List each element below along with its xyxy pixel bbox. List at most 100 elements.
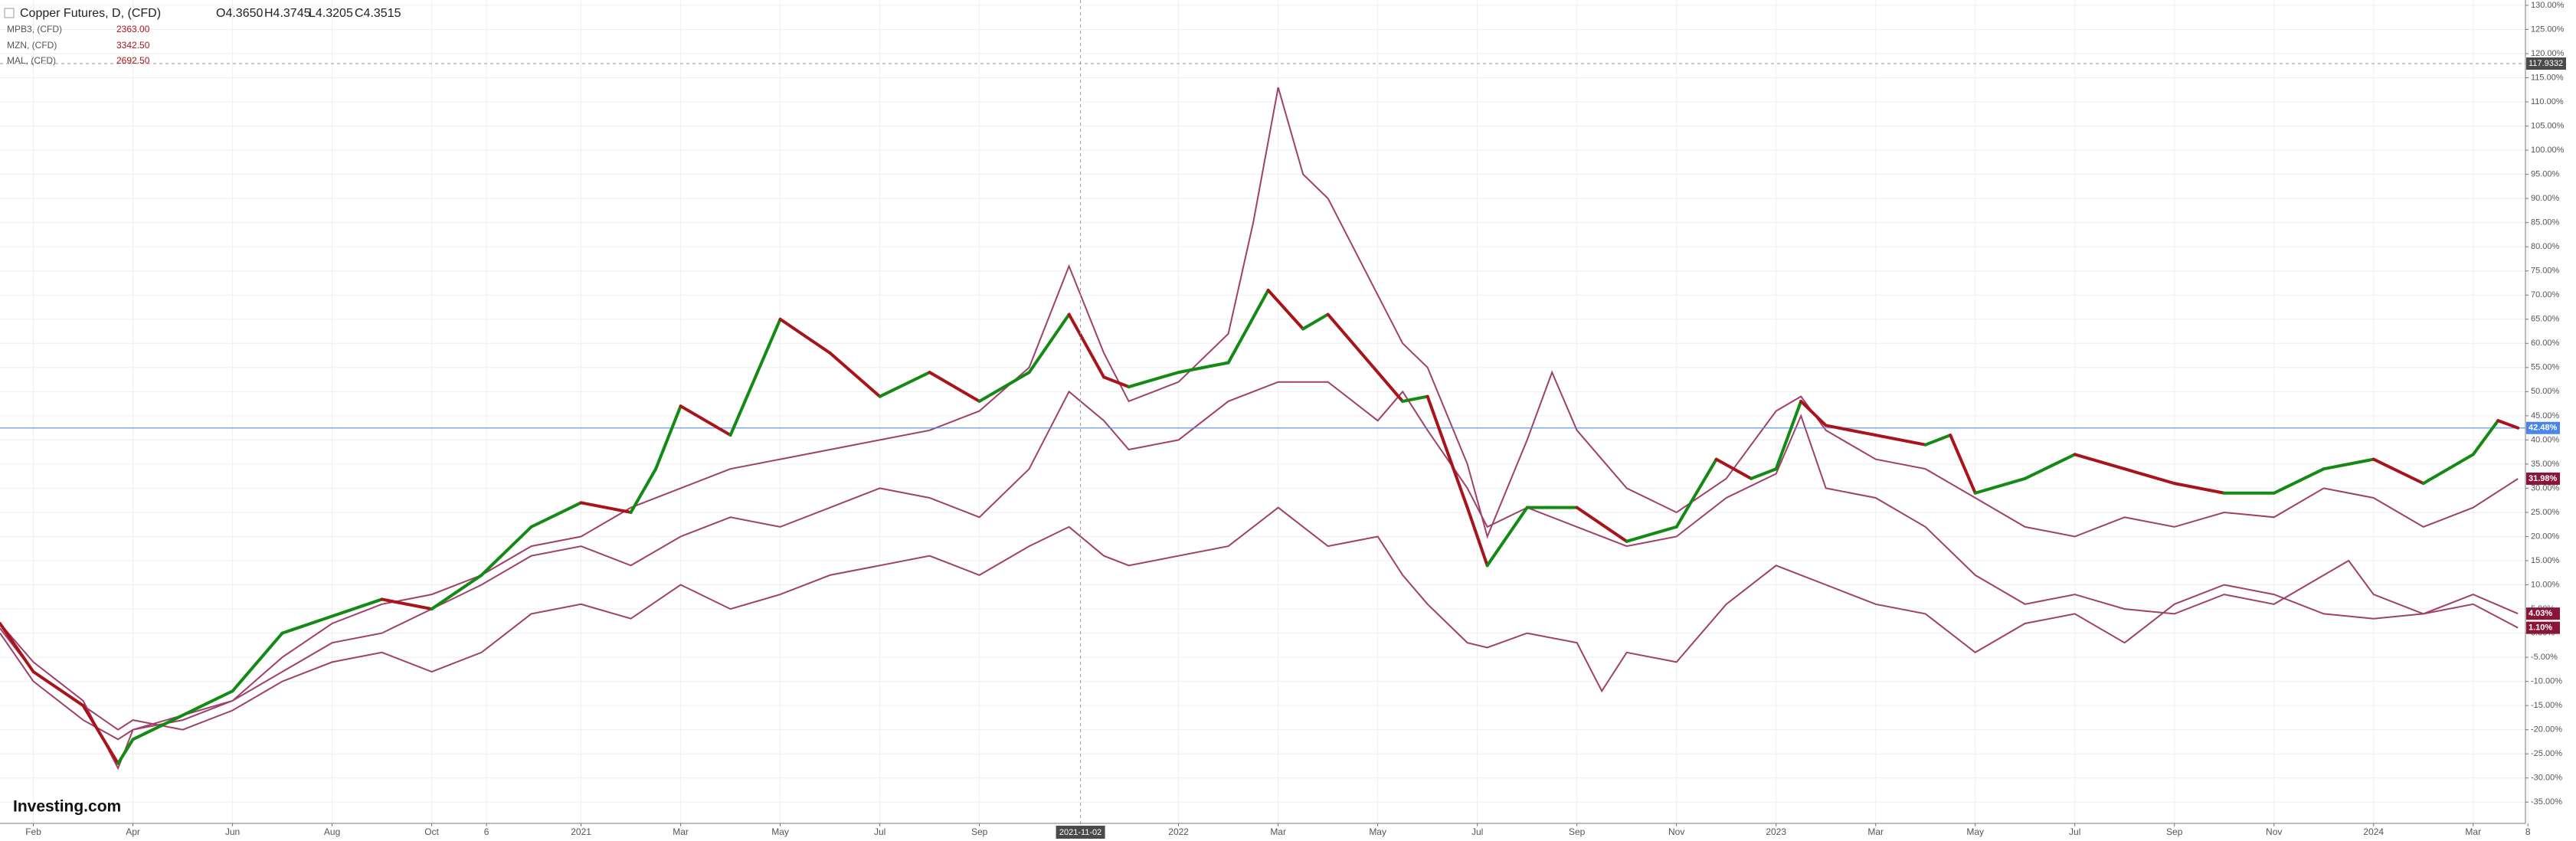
- price-segment: [1067, 313, 1106, 379]
- price-segment: [679, 404, 732, 437]
- price-segment: [2471, 419, 2500, 456]
- price-segment: [81, 704, 120, 765]
- value-badge-label: 31.98%: [2529, 474, 2558, 483]
- y-tick-label: -25.00%: [2531, 749, 2562, 758]
- y-tick-label: -5.00%: [2531, 653, 2558, 662]
- price-segment: [2322, 457, 2375, 471]
- price-segment: [231, 631, 284, 693]
- value-badge: [2526, 621, 2560, 634]
- price-segment: [2496, 419, 2520, 430]
- x-tick-label: Sep: [2166, 826, 2183, 837]
- y-tick-label: 105.00%: [2531, 121, 2565, 130]
- y-tick-label: 70.00%: [2531, 290, 2560, 299]
- open-label: O4.3650: [216, 7, 263, 20]
- y-tick-label: 85.00%: [2531, 218, 2560, 227]
- price-segment: [430, 573, 483, 611]
- legend: Copper Futures, D, (CFD) O4.3650 H4.3745…: [4, 7, 401, 66]
- value-badge: [2526, 607, 2560, 620]
- x-tick-label: 2024: [2363, 826, 2384, 837]
- price-segment: [380, 597, 434, 611]
- y-tick-label: 10.00%: [2531, 580, 2560, 589]
- close-label: C4.3515: [355, 7, 401, 20]
- x-tick-label: Sep: [971, 826, 988, 837]
- price-segment: [1674, 457, 1718, 528]
- price-segment: [1874, 434, 1927, 447]
- price-segment: [1774, 399, 1803, 471]
- price-segment: [1465, 506, 1489, 568]
- price-segment: [2123, 467, 2176, 486]
- legend-value: 2692.50: [116, 55, 150, 66]
- price-segment: [654, 404, 682, 471]
- price-segment: [0, 621, 35, 674]
- crosshair-y-badge: [2526, 57, 2566, 70]
- x-tick-label: Apr: [126, 826, 140, 837]
- x-tick-label: Jul: [874, 826, 885, 837]
- collapse-icon[interactable]: [4, 8, 15, 18]
- crosshair-x-badge: [1056, 826, 1105, 839]
- price-segment: [629, 467, 658, 514]
- x-tick-label: 2021: [571, 826, 591, 837]
- legend-entry: MPB3, (CFD): [7, 24, 62, 34]
- y-tick-label: 15.00%: [2531, 556, 2560, 565]
- price-segment: [1376, 371, 1405, 403]
- y-tick-label: 35.00%: [2531, 460, 2560, 469]
- price-segment: [1177, 361, 1230, 375]
- price-segment: [1750, 467, 1778, 480]
- crosshair-x-label: 2021-11-02: [1059, 828, 1101, 837]
- price-segment: [1266, 288, 1305, 331]
- x-tick-label: Mar: [673, 826, 689, 837]
- price-segment: [1127, 371, 1180, 389]
- y-tick-label: 120.00%: [2531, 49, 2565, 58]
- y-tick-label: 50.00%: [2531, 387, 2560, 396]
- x-tick-label: Jul: [1471, 826, 1483, 837]
- price-segment: [1714, 457, 1753, 480]
- price-segment: [1301, 313, 1330, 331]
- y-tick-label: 65.00%: [2531, 315, 2560, 324]
- price-segment: [330, 597, 384, 618]
- price-segment: [1326, 313, 1380, 375]
- x-tick-label: Mar: [2465, 826, 2481, 837]
- x-tick-label: May: [1369, 826, 1386, 837]
- value-badge-label: 42.48%: [2529, 424, 2558, 433]
- x-tick-label: Feb: [25, 826, 41, 837]
- crosshair-y-label: 117.9332: [2529, 59, 2563, 68]
- price-segment: [878, 371, 931, 398]
- y-tick-label: 55.00%: [2531, 363, 2560, 372]
- x-tick-label: May: [771, 826, 789, 837]
- price-segment: [529, 501, 583, 528]
- legend-entry: MZN, (CFD): [7, 40, 57, 51]
- price-segment: [1949, 434, 1977, 495]
- x-tick-label: 6: [484, 826, 489, 837]
- y-tick-label: 115.00%: [2531, 73, 2564, 82]
- high-label: H4.3745: [264, 7, 311, 20]
- x-tick-label: Mar: [1270, 826, 1286, 837]
- x-tick-label: Nov: [1668, 826, 1684, 837]
- price-segment: [579, 501, 633, 514]
- y-tick-label: 110.00%: [2531, 97, 2564, 106]
- y-tick-label: 75.00%: [2531, 267, 2560, 276]
- price-segment: [1102, 375, 1131, 389]
- price-segment: [928, 371, 981, 403]
- price-segment: [2421, 453, 2475, 486]
- price-segment: [1485, 506, 1529, 568]
- y-tick-label: 95.00%: [2531, 170, 2560, 179]
- value-badge-label: 4.03%: [2529, 609, 2552, 618]
- x-tick-label: Nov: [2266, 826, 2282, 837]
- y-tick-label: -20.00%: [2531, 725, 2562, 735]
- y-tick-label: -35.00%: [2531, 797, 2562, 807]
- x-tick-label: May: [1966, 826, 1984, 837]
- price-segment: [828, 351, 882, 398]
- price-segment: [778, 317, 832, 355]
- series-line: [0, 87, 2519, 771]
- series-line: [0, 506, 2519, 731]
- logo: Investing.com: [13, 798, 121, 816]
- price-segment: [131, 713, 185, 741]
- x-tick-label: Aug: [324, 826, 340, 837]
- price-segment: [1824, 424, 1877, 437]
- price-segment: [1027, 313, 1071, 375]
- price-segment: [728, 317, 782, 437]
- y-tick-label: 90.00%: [2531, 194, 2560, 203]
- x-tick-label: Mar: [1867, 826, 1884, 837]
